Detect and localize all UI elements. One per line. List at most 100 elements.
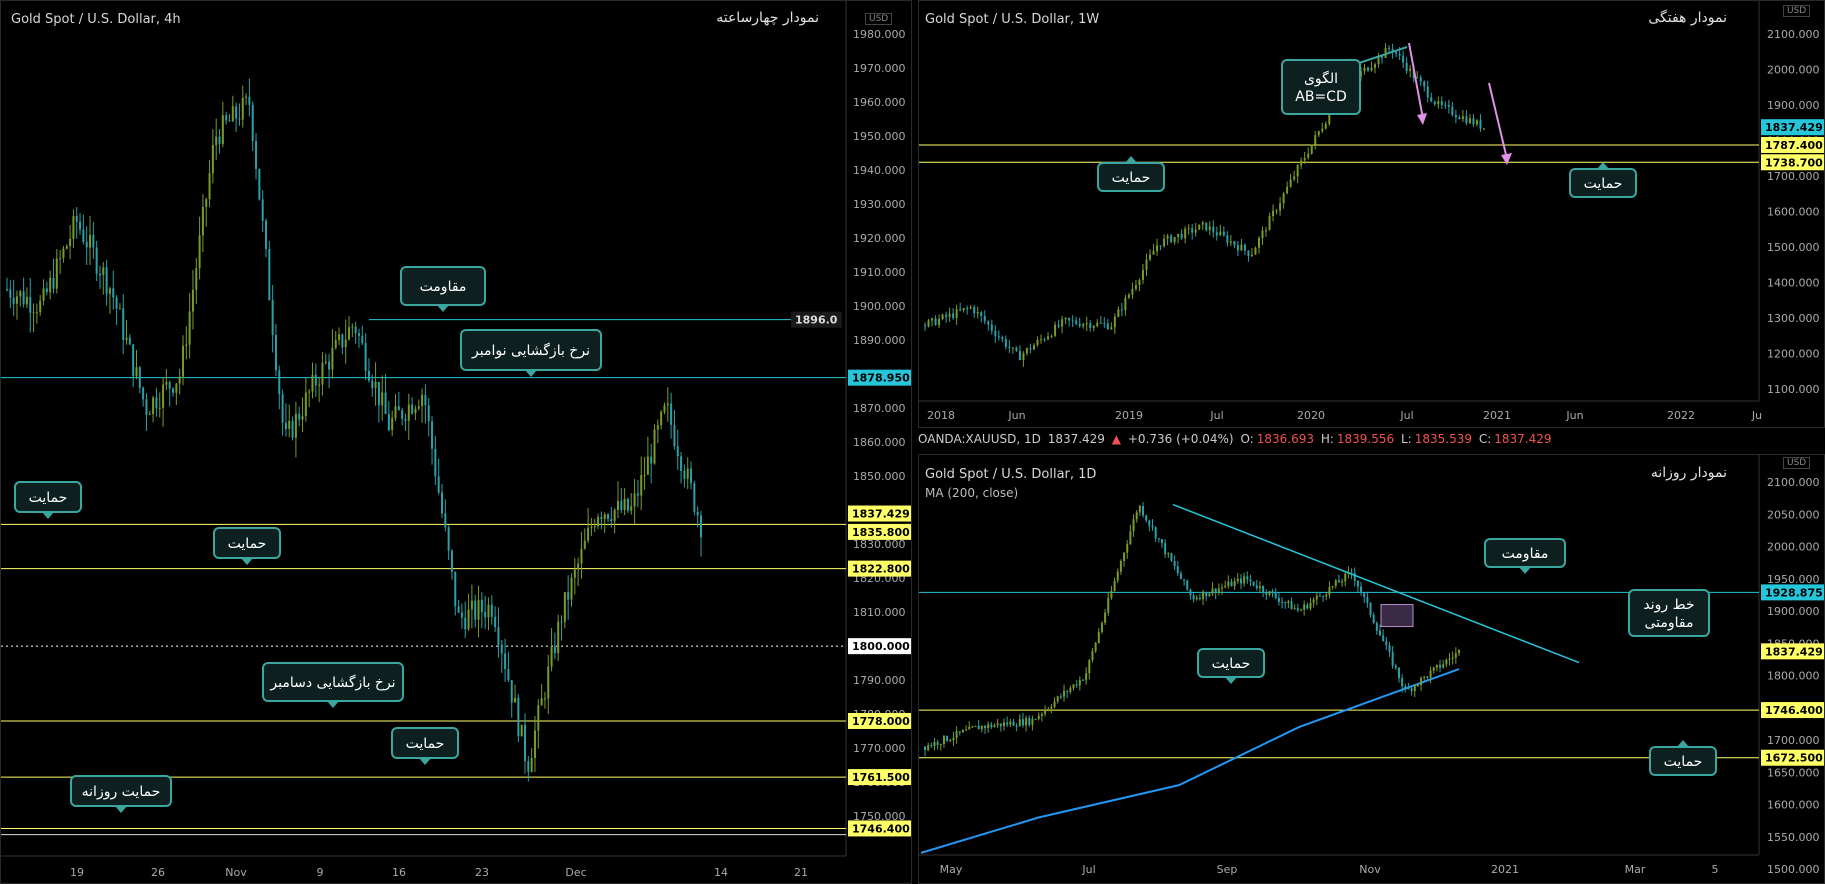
candle-4h-body: [510, 680, 513, 703]
candle-1w-body: [1222, 231, 1225, 236]
candle-4h-body: [540, 698, 543, 706]
chart-1w-panel[interactable]: Gold Spot / U.S. Dollar, 1W نمودار هفتگی…: [918, 0, 1825, 428]
candle-1d-body: [1186, 580, 1189, 590]
candle-4h-body: [361, 335, 364, 344]
price-tag-1800-bg: [848, 638, 911, 655]
y-tick-label: 1950.000: [1767, 573, 1820, 586]
note-nov-pivot-pointer: [525, 370, 537, 377]
candle-4h-body: [633, 493, 636, 507]
candle-1d-body: [1258, 586, 1261, 589]
candle-1d-body: [1116, 571, 1119, 581]
x-tick-label: 16: [392, 866, 406, 879]
candle-1d-body: [1110, 590, 1113, 598]
y-tick-label: 1700.000: [1767, 170, 1820, 183]
chart-1d-svg[interactable]: 2100.000 2050.000 2000.000 1950.000 1900.000…: [919, 455, 1825, 884]
candle-1w-body: [1472, 118, 1475, 125]
candle-1d-body: [1448, 658, 1451, 660]
x-tick-label: 9: [317, 866, 324, 879]
chart-4h-panel[interactable]: Gold Spot / U.S. Dollar, 4h نمودار چهارس…: [0, 0, 912, 884]
candle-1d-body: [968, 726, 971, 730]
candle-1d-body: [1167, 553, 1170, 555]
candle-1d-body: [980, 726, 983, 730]
candle-1w-body: [1475, 120, 1478, 125]
candle-4h-body: [105, 267, 108, 294]
price-tag-last: 1837.429: [852, 508, 910, 521]
candle-4h-body: [348, 327, 351, 340]
candle-4h-body: [218, 136, 221, 144]
candle-4h-body: [59, 258, 62, 260]
candle-1d-body: [1202, 591, 1205, 600]
price-tag-1878-bg: [848, 369, 911, 386]
chart-1d-panel[interactable]: Gold Spot / U.S. Dollar, 1D MA (200, clo…: [918, 454, 1825, 884]
candle-1d-body: [1189, 589, 1192, 596]
candle-4h-body: [245, 96, 248, 98]
candle-4h-body: [696, 511, 699, 516]
candle-4h-body: [338, 334, 341, 341]
candle-1w-body: [1015, 347, 1018, 351]
candle-4h-body: [62, 248, 65, 259]
candle-4h-body: [640, 474, 643, 496]
chart-4h-title: Gold Spot / U.S. Dollar, 4h: [11, 12, 181, 27]
candle-1w-body: [1106, 323, 1109, 330]
chart-4h-svg[interactable]: 1980.000 1970.000 1960.000 1950.000 1940.000…: [1, 1, 912, 884]
candle-1d-body: [1293, 608, 1296, 610]
candle-1d-body: [1350, 572, 1353, 574]
candle-1w-body: [1177, 234, 1180, 237]
candle-1d-body: [1135, 512, 1138, 520]
candle-4h-body: [387, 413, 390, 431]
candle-4h-body: [185, 344, 188, 346]
note-resistance-text: مقاومت: [1502, 546, 1549, 562]
candle-1d-body: [1451, 657, 1454, 659]
abcd-arrow-1-head: [1417, 113, 1427, 125]
y-tick-label: 1830.000: [853, 538, 906, 551]
y-tick-label: 1900.000: [853, 300, 906, 313]
candle-1d-body: [1192, 595, 1195, 600]
candle-1d-body: [1040, 713, 1043, 716]
candle-1w-body: [1061, 319, 1064, 327]
price-tag-1800: 1800.000: [852, 640, 910, 653]
candle-1w-body: [1370, 67, 1373, 71]
candle-4h-body: [437, 476, 440, 493]
y-tick-label: 1850.000: [853, 470, 906, 483]
candle-1w-body: [1040, 339, 1043, 341]
candle-1d-body: [1119, 560, 1122, 572]
candle-4h-body: [480, 599, 483, 612]
candle-4h-body: [132, 344, 135, 377]
y-tick-label: 2050.000: [1767, 508, 1820, 521]
candle-4h-body: [431, 421, 434, 449]
candle-4h-body: [603, 514, 606, 520]
candle-1d-body: [1056, 696, 1059, 702]
candle-4h-body: [308, 391, 311, 393]
x-tick-label: 23: [475, 866, 489, 879]
candle-1d-body: [1227, 581, 1230, 587]
y-tick-label: 1910.000: [853, 266, 906, 279]
candle-4h-body: [235, 106, 238, 119]
candle-4h-body: [560, 621, 563, 623]
x-tick-label: Jun: [1565, 409, 1583, 422]
candle-1d-body: [1104, 612, 1107, 623]
candle-1w-body: [1008, 346, 1011, 348]
candle-4h-body: [215, 136, 218, 146]
candle-1w-body: [997, 336, 1000, 338]
candle-1d-body: [1208, 593, 1211, 597]
candle-1d-body: [1164, 543, 1167, 555]
chart-1w-svg[interactable]: 2100.0002000.0001900.0001800.0001700.000…: [919, 1, 1825, 428]
candle-1d-body: [1126, 543, 1129, 553]
candle-1d-body: [1006, 722, 1009, 725]
candle-1d-body: [952, 737, 955, 741]
candle-1d-body: [1031, 718, 1034, 725]
ma-indicator-label[interactable]: MA (200, close): [925, 486, 1019, 500]
candle-4h-body: [162, 384, 165, 408]
candle-1w-body: [1124, 297, 1127, 311]
candle-1d-body: [1322, 595, 1325, 597]
candle-4h-body: [424, 394, 427, 406]
candle-1w-body: [1250, 254, 1253, 256]
candle-4h-body: [377, 381, 380, 406]
note-support-b-text: حمایت: [228, 536, 267, 552]
candle-1d-body: [1435, 664, 1438, 668]
candle-1w-body: [1483, 128, 1485, 130]
candle-4h-body: [700, 515, 702, 538]
candle-1w-body: [1303, 157, 1306, 161]
candle-4h-body: [32, 312, 35, 314]
y-tick-label: 2000.000: [1767, 541, 1820, 554]
